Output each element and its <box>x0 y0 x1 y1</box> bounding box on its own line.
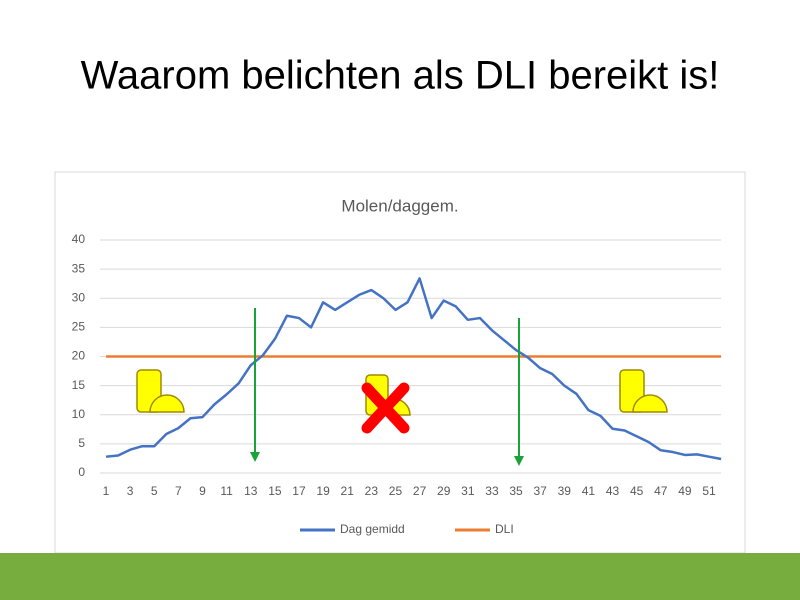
y-tick-label: 30 <box>72 290 86 304</box>
x-tick-label: 31 <box>461 484 475 498</box>
x-tick-label: 7 <box>175 484 182 498</box>
x-tick-label: 1 <box>103 484 110 498</box>
chart-title: Molen/daggem. <box>341 196 458 215</box>
arrow-head <box>250 452 260 462</box>
x-tick-label: 19 <box>316 484 330 498</box>
x-tick-label: 27 <box>413 484 427 498</box>
x-tick-label: 11 <box>220 484 233 498</box>
x-tick-label: 21 <box>341 484 355 498</box>
x-tick-label: 29 <box>437 484 451 498</box>
lamp-dome <box>632 394 668 413</box>
x-tick-label: 39 <box>558 484 572 498</box>
x-tick-label: 35 <box>509 484 523 498</box>
y-tick-label: 0 <box>78 465 85 479</box>
arrow-head <box>514 456 524 466</box>
y-tick-label: 15 <box>72 378 86 392</box>
chart-area <box>54 171 746 554</box>
x-tick-label: 5 <box>151 484 158 498</box>
decorations <box>136 308 668 466</box>
x-tick-label: 37 <box>534 484 548 498</box>
cross-icon <box>361 382 410 434</box>
y-tick-label: 35 <box>72 261 86 275</box>
x-tick-label: 49 <box>678 484 692 498</box>
x-tick-label: 23 <box>365 484 379 498</box>
series-line <box>105 277 722 461</box>
slide-title: Waarom belichten als DLI bereikt is! <box>81 54 720 98</box>
y-tick-label: 10 <box>72 407 86 421</box>
lamp-dome <box>149 394 185 413</box>
x-tick-label: 25 <box>389 484 403 498</box>
x-tick-label: 15 <box>268 484 282 498</box>
x-tick-label: 9 <box>199 484 206 498</box>
x-tick-label: 43 <box>606 484 620 498</box>
y-tick-label: 20 <box>72 349 86 363</box>
legend-label: Dag gemidd <box>340 522 405 536</box>
x-tick-label: 45 <box>630 484 644 498</box>
x-tick-label: 3 <box>127 484 134 498</box>
x-tick-label: 41 <box>582 484 596 498</box>
footer-bar <box>0 553 800 600</box>
y-tick-label: 5 <box>78 436 85 450</box>
legend-label: DLI <box>495 522 514 536</box>
cross-stroke <box>361 382 410 434</box>
y-tick-label: 40 <box>72 232 86 246</box>
y-tick-label: 25 <box>72 320 86 334</box>
x-tick-label: 33 <box>485 484 499 498</box>
x-tick-label: 17 <box>292 484 306 498</box>
x-tick-label: 47 <box>654 484 668 498</box>
x-tick-label: 51 <box>702 484 716 498</box>
x-tick-label: 13 <box>244 484 258 498</box>
